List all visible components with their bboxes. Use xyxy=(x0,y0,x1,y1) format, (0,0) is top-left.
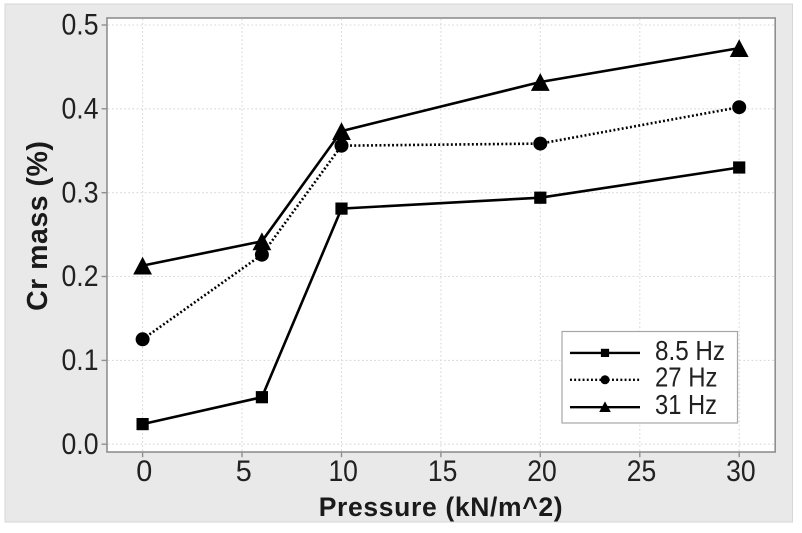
svg-text:25: 25 xyxy=(627,455,657,488)
svg-text:0.0: 0.0 xyxy=(62,428,99,461)
svg-text:0.5: 0.5 xyxy=(62,9,99,42)
svg-text:0.2: 0.2 xyxy=(62,260,99,293)
svg-text:Pressure (kN/m^2): Pressure (kN/m^2) xyxy=(319,492,564,522)
svg-text:0: 0 xyxy=(136,455,152,488)
svg-text:5: 5 xyxy=(236,455,252,488)
svg-text:0.1: 0.1 xyxy=(62,344,99,377)
svg-text:Cr mass (%): Cr mass (%) xyxy=(22,141,54,311)
svg-text:0.3: 0.3 xyxy=(62,176,99,209)
svg-text:20: 20 xyxy=(527,455,557,488)
svg-text:10: 10 xyxy=(328,455,358,488)
svg-text:31 Hz: 31 Hz xyxy=(655,389,717,420)
svg-text:27 Hz: 27 Hz xyxy=(655,362,718,393)
svg-text:0.4: 0.4 xyxy=(62,93,99,126)
svg-text:30: 30 xyxy=(726,455,756,488)
svg-text:8.5 Hz: 8.5 Hz xyxy=(655,335,725,366)
svg-text:15: 15 xyxy=(428,455,458,488)
